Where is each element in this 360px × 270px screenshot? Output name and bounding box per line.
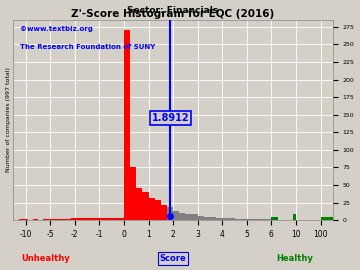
Bar	[210, 217, 216, 220]
Bar	[112, 218, 124, 220]
Bar	[167, 207, 173, 220]
Bar	[179, 213, 185, 220]
Bar	[228, 218, 234, 220]
Bar	[149, 198, 155, 220]
Bar	[234, 219, 247, 220]
Bar	[161, 205, 167, 220]
Text: Healthy: Healthy	[276, 254, 313, 263]
Text: 1.8912: 1.8912	[152, 113, 189, 123]
Bar	[130, 167, 136, 220]
Bar	[173, 211, 179, 220]
Bar	[216, 218, 222, 220]
Bar	[198, 216, 204, 220]
Bar	[185, 214, 192, 220]
Bar	[192, 214, 198, 220]
Bar	[124, 30, 130, 220]
Bar	[204, 217, 210, 220]
Bar	[271, 217, 278, 220]
Bar	[136, 188, 142, 220]
Bar	[63, 219, 71, 220]
Bar	[222, 218, 228, 220]
Bar	[293, 214, 296, 220]
Text: The Research Foundation of SUNY: The Research Foundation of SUNY	[20, 44, 155, 50]
Bar	[71, 218, 87, 220]
Title: Z'-Score Histogram for EQC (2016): Z'-Score Histogram for EQC (2016)	[72, 9, 275, 19]
Y-axis label: Number of companies (997 total): Number of companies (997 total)	[5, 68, 10, 172]
Bar	[87, 218, 112, 220]
Text: ©www.textbiz.org: ©www.textbiz.org	[20, 26, 93, 32]
Bar	[247, 219, 271, 220]
Text: Sector: Financials: Sector: Financials	[127, 6, 219, 15]
Text: Unhealthy: Unhealthy	[21, 254, 69, 263]
Bar	[142, 192, 149, 220]
Bar	[320, 217, 333, 220]
Bar	[48, 219, 54, 220]
Bar	[155, 200, 161, 220]
Text: Score: Score	[160, 254, 186, 263]
